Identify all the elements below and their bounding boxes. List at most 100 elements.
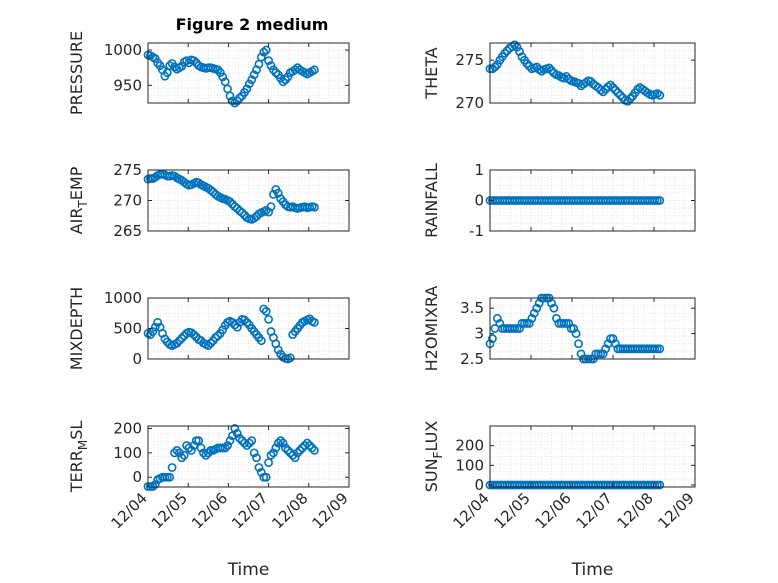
data-point [167,463,177,472]
y-tick-label: 0 [132,350,142,368]
data-point [256,467,266,477]
data-point [189,56,199,66]
data-point [172,338,182,348]
data-point [256,52,266,62]
data-point [187,445,196,455]
data-point [532,303,542,313]
data-point [278,438,288,448]
data-point [266,202,276,211]
data-point [165,61,175,70]
data-point [244,438,254,448]
y-tick-label: 3.5 [460,299,484,317]
data-point [177,333,187,343]
data-point [208,187,218,197]
data-point [529,308,539,318]
x-axis-label: Time [227,560,270,580]
data-point [295,445,305,455]
data-point [225,197,235,207]
data-point [625,94,635,104]
y-axis-label: TERRMSL [67,421,90,494]
data-point [242,84,252,94]
data-point [264,458,273,467]
data-point [148,327,158,336]
data-point [218,325,228,335]
figure-title: Figure 2 medium [176,15,329,34]
data-point [655,344,665,354]
data-point [527,313,537,323]
data-point [310,65,319,75]
data-point [598,349,608,359]
data-point [305,441,315,450]
data-point [230,320,240,330]
data-point [165,472,175,482]
axes-box [489,42,696,104]
data-point [155,61,165,70]
data-point [586,77,596,86]
data-point [655,480,665,490]
axes-box [147,42,350,104]
data-point [611,85,620,95]
y-tick-label: 100 [113,444,142,462]
y-tick-label: 1000 [104,41,142,59]
data-point [273,438,283,448]
data-point [310,317,319,327]
data-point [225,91,235,101]
x-tick-label: 12/06 [532,489,575,532]
x-tick-label: 12/07 [228,489,271,532]
y-axis-label: MIXDEPTH [67,287,86,370]
data-point [177,61,187,71]
data-point [276,436,286,446]
y-tick-label: 2.5 [460,350,484,368]
data-point [223,441,232,450]
data-point [269,448,278,458]
data-point [561,72,571,81]
data-point [196,443,206,453]
x-tick-label: 12/09 [655,489,698,532]
data-point [522,59,532,68]
subplot-air-temp: 265 270 275 AIRTEMP [67,161,350,240]
data-point [220,443,230,453]
x-tick-label: 12/05 [148,489,191,532]
data-point [179,450,189,460]
data-point [302,438,312,448]
y-tick-label: 200 [113,419,142,437]
y-tick-label: 275 [113,161,142,179]
data-point [232,322,242,332]
data-point [203,341,213,350]
data-point [184,443,194,453]
y-axis-label: H2OMIXRA [422,286,441,372]
data-point [524,319,534,328]
data-point [655,90,665,100]
data-point [549,303,559,313]
data-point [515,324,524,333]
data-point [232,204,242,213]
data-point [264,56,273,66]
data-point [206,338,216,348]
data-point [189,330,199,339]
data-point [601,344,611,354]
data-point [215,68,225,78]
data-point [225,436,235,446]
data-point [290,453,300,463]
data-point [500,48,510,58]
data-point [266,450,276,460]
data-point [218,72,228,82]
y-tick-label: 0 [132,468,142,486]
data-point [576,349,586,359]
data-point [285,353,295,363]
y-tick-label: 950 [113,76,142,94]
data-point [235,93,245,103]
data-point [242,441,252,450]
data-point [174,336,184,346]
data-point [490,62,500,72]
data-point [510,40,519,50]
data-point [283,445,293,455]
y-axis-label: THETA [422,47,441,99]
axes-box [147,425,350,488]
y-tick-label: -1 [469,222,484,240]
data-point [269,189,278,199]
x-tick-label: 12/09 [309,489,352,532]
